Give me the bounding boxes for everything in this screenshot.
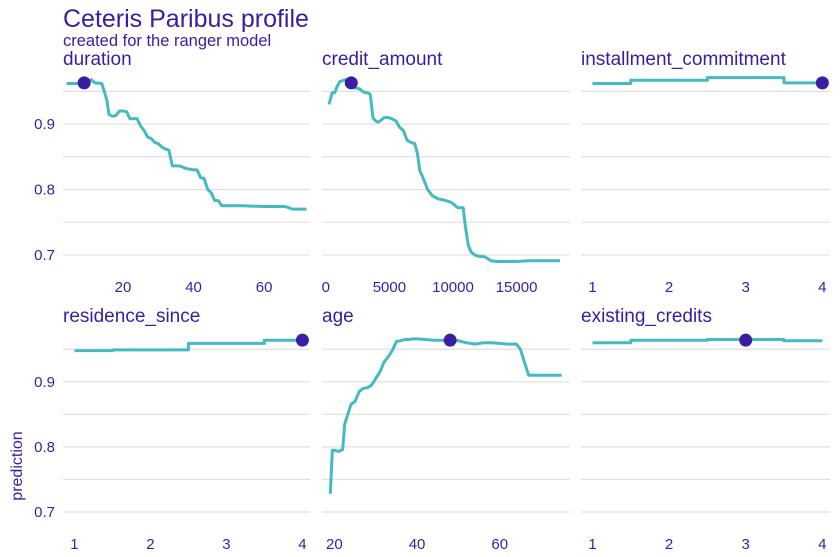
x-tick-label: 4 [818, 536, 826, 553]
profile-line [592, 338, 823, 345]
x-tick-label: 60 [491, 536, 508, 553]
observation-point [295, 333, 309, 347]
x-tick-label: 3 [222, 536, 230, 553]
x-tick-label: 20 [115, 279, 132, 296]
panel-title: residence_since [63, 306, 200, 327]
x-tick-label: 3 [742, 536, 750, 553]
observation-point [344, 76, 358, 90]
y-tick-label: 0.7 [34, 247, 55, 264]
x-tick-label: 2 [665, 536, 673, 553]
observation-point [815, 76, 829, 90]
observation-point [77, 76, 91, 90]
panel-existing-credits: existing_credits 1 2 3 4 [581, 306, 830, 553]
panel-age: age 20 40 60 [322, 306, 570, 553]
x-tick-label: 40 [409, 536, 426, 553]
profile-line [74, 338, 303, 353]
profile-line [327, 78, 561, 263]
x-tick-label: 0 [322, 279, 330, 296]
x-tick-label: 15000 [496, 279, 538, 296]
profile-line [328, 337, 562, 494]
panel-title: existing_credits [581, 306, 712, 327]
x-tick-label: 2 [146, 536, 154, 553]
x-tick-label: 4 [818, 279, 826, 296]
panel-residence-since: residence_since 0.7 0.8 0.9 1 2 3 4 [34, 306, 310, 553]
x-tick-label: 10000 [432, 279, 474, 296]
x-tick-label: 1 [70, 536, 78, 553]
x-tick-label: 20 [326, 536, 343, 553]
panel-credit-amount: credit_amount 0 5000 10000 15000 [322, 49, 570, 296]
panel-title: credit_amount [322, 49, 443, 70]
profile-line [592, 76, 823, 85]
x-tick-label: 4 [298, 536, 306, 553]
profile-line [66, 78, 307, 211]
panel-installment-commitment: installment_commitment 1 2 3 4 [581, 49, 830, 296]
panel-title: installment_commitment [581, 49, 787, 70]
y-tick-label: 0.7 [34, 504, 55, 521]
panel-duration: duration 0.7 0.8 0.9 20 40 60 [34, 49, 310, 296]
y-tick-label: 0.9 [34, 116, 55, 133]
panel-title: duration [63, 49, 132, 70]
observation-point [739, 333, 753, 347]
observation-point [443, 333, 457, 347]
y-tick-label: 0.9 [34, 374, 55, 391]
x-tick-label: 60 [256, 279, 273, 296]
x-tick-label: 3 [742, 279, 750, 296]
x-tick-label: 5000 [373, 279, 406, 296]
chart-subtitle: created for the ranger model [63, 32, 272, 50]
x-tick-label: 2 [665, 279, 673, 296]
y-tick-label: 0.8 [34, 181, 55, 198]
y-tick-label: 0.8 [34, 439, 55, 456]
x-tick-label: 1 [588, 536, 596, 553]
panel-title: age [322, 306, 354, 327]
x-tick-label: 40 [185, 279, 202, 296]
x-tick-label: 1 [588, 279, 596, 296]
chart-title: Ceteris Paribus profile [63, 5, 309, 33]
